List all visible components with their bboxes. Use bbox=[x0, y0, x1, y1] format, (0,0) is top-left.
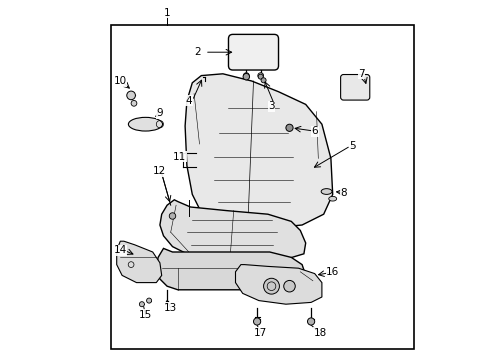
Text: 16: 16 bbox=[325, 267, 339, 277]
Circle shape bbox=[261, 78, 265, 83]
Text: 13: 13 bbox=[164, 303, 177, 313]
Polygon shape bbox=[235, 265, 321, 304]
Circle shape bbox=[307, 318, 314, 325]
Ellipse shape bbox=[321, 189, 331, 194]
Text: 11: 11 bbox=[173, 152, 186, 162]
Circle shape bbox=[243, 73, 249, 78]
Polygon shape bbox=[117, 241, 162, 283]
Polygon shape bbox=[156, 248, 305, 290]
Circle shape bbox=[126, 91, 135, 100]
Circle shape bbox=[263, 278, 279, 294]
Text: 4: 4 bbox=[185, 96, 192, 106]
Circle shape bbox=[146, 298, 151, 303]
Ellipse shape bbox=[328, 197, 336, 201]
FancyBboxPatch shape bbox=[228, 34, 278, 70]
FancyBboxPatch shape bbox=[340, 75, 369, 100]
Circle shape bbox=[257, 73, 263, 78]
Circle shape bbox=[283, 280, 295, 292]
Text: 18: 18 bbox=[313, 328, 326, 338]
Text: 12: 12 bbox=[153, 166, 166, 176]
Text: 1: 1 bbox=[163, 8, 170, 18]
Circle shape bbox=[131, 100, 137, 106]
Circle shape bbox=[169, 213, 175, 219]
Circle shape bbox=[285, 124, 292, 131]
Polygon shape bbox=[185, 74, 332, 229]
Circle shape bbox=[258, 74, 263, 79]
Text: 5: 5 bbox=[348, 141, 355, 151]
Circle shape bbox=[243, 73, 249, 80]
Text: 3: 3 bbox=[267, 101, 274, 111]
Text: 15: 15 bbox=[139, 310, 152, 320]
Ellipse shape bbox=[128, 117, 163, 131]
Text: 2: 2 bbox=[194, 47, 201, 57]
Text: 14: 14 bbox=[113, 245, 127, 255]
Text: 9: 9 bbox=[156, 108, 163, 118]
Text: 10: 10 bbox=[114, 76, 126, 86]
Circle shape bbox=[139, 302, 144, 307]
Circle shape bbox=[253, 318, 260, 325]
Text: 7: 7 bbox=[357, 69, 364, 79]
Text: 6: 6 bbox=[311, 126, 317, 136]
Text: 17: 17 bbox=[254, 328, 267, 338]
Bar bbox=[111, 25, 413, 349]
Text: 8: 8 bbox=[340, 188, 346, 198]
Polygon shape bbox=[160, 200, 305, 261]
